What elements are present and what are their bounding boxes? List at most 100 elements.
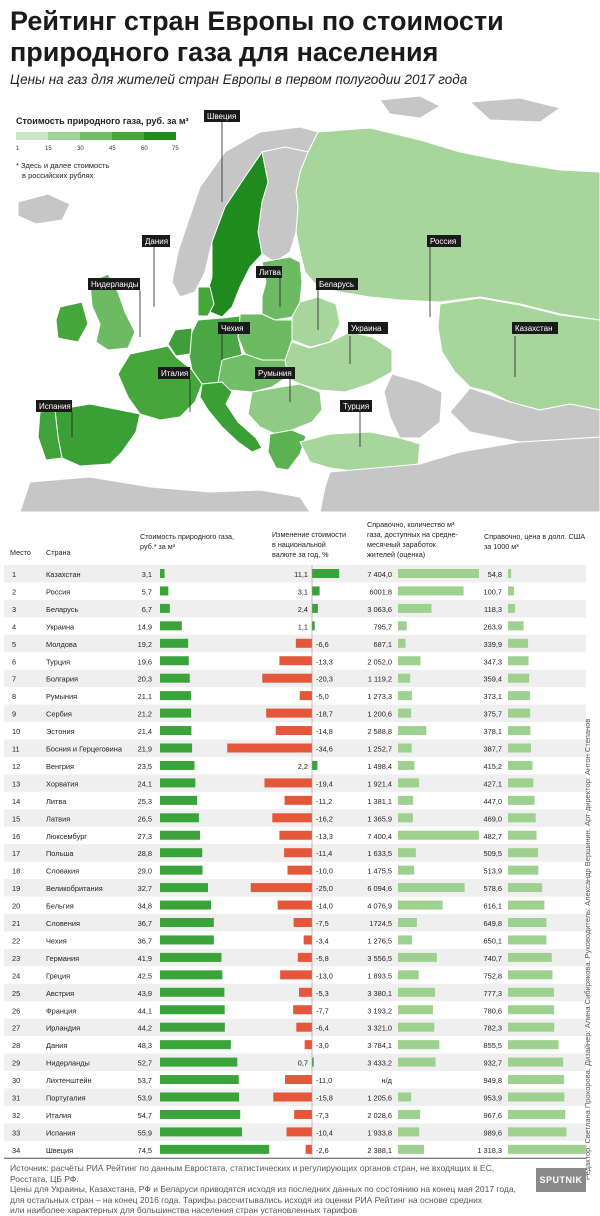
usd-label: 387,7	[484, 745, 503, 754]
volume-label: 1 119,2	[368, 675, 392, 684]
usd-bar	[508, 918, 547, 927]
row-country: Греция	[46, 971, 70, 980]
row-rank: 12	[12, 762, 20, 771]
usd-label: 989,6	[484, 1128, 503, 1137]
europe-map: Стоимость природного газа, руб. за м³ 1 …	[0, 92, 600, 512]
price-label: 14,9	[138, 622, 152, 631]
usd-label: 782,3	[484, 1024, 503, 1033]
legend-swatch-3	[80, 132, 112, 140]
map-label-sweden: Швеция	[207, 112, 236, 121]
header-change-3: валюте за год, %	[272, 550, 329, 559]
change-label: -25,0	[316, 884, 333, 893]
price-bar	[160, 1005, 225, 1015]
row-country: Великобритания	[46, 884, 103, 893]
map-label-kazakhstan: Казахстан	[515, 324, 553, 333]
subtitle: Цены на газ для жителей стран Европы в п…	[10, 72, 468, 87]
usd-label: 513,9	[484, 867, 503, 876]
change-label: 2,4	[298, 605, 308, 614]
map-label-denmark: Дания	[145, 237, 168, 246]
volume-label: 1 205,6	[367, 1094, 392, 1103]
legend-tick: 60	[141, 146, 148, 152]
volume-bar	[398, 603, 432, 613]
row-rank: 28	[12, 1041, 20, 1050]
change-label: 2,2	[298, 762, 308, 771]
map-label-ukraine: Украина	[351, 324, 382, 333]
volume-label: 3 784,1	[367, 1041, 392, 1050]
row-rank: 7	[12, 675, 16, 684]
change-bar	[262, 673, 312, 683]
country-sweden	[205, 150, 269, 318]
row-rank: 21	[12, 919, 20, 928]
row-country: Португалия	[46, 1094, 86, 1103]
price-bar	[160, 1075, 239, 1085]
map-label-romania: Румыния	[258, 369, 292, 378]
usd-label: 427,1	[484, 779, 503, 788]
legend-note-1: * Здесь и далее стоимость	[16, 161, 109, 170]
volume-bar	[398, 586, 464, 596]
price-bar	[160, 1092, 240, 1102]
volume-label: 1 365,9	[367, 814, 392, 823]
header-rank: Место	[10, 548, 31, 557]
label-box	[427, 235, 461, 247]
row-rank: 15	[12, 814, 20, 823]
volume-bar	[398, 1144, 425, 1154]
price-label: 44,1	[138, 1006, 152, 1015]
price-bar	[160, 1127, 242, 1137]
change-bar	[275, 726, 312, 736]
volume-bar	[398, 760, 415, 770]
price-label: 6,7	[142, 605, 152, 614]
row-rank: 22	[12, 936, 20, 945]
usd-bar	[508, 795, 535, 805]
price-bar	[160, 900, 212, 910]
volume-bar	[398, 918, 417, 927]
label-box	[88, 278, 140, 290]
usd-bar	[508, 900, 545, 910]
price-bar	[160, 586, 169, 596]
source-line: или наиболее характерных для большинства…	[10, 1205, 358, 1215]
usd-label: 347,3	[484, 657, 503, 666]
price-bar	[160, 865, 203, 875]
label-box	[36, 400, 72, 412]
usd-label: 616,1	[484, 902, 503, 911]
header-country: Страна	[46, 548, 70, 557]
label-box	[512, 322, 558, 334]
usd-bar	[508, 1092, 565, 1102]
page-title: Рейтинг стран Европы по стоимости природ…	[10, 6, 570, 68]
row-country: Испания	[46, 1128, 75, 1137]
volume-bar	[398, 743, 412, 753]
row-country: Австрия	[46, 989, 74, 998]
row-country: Франция	[46, 1006, 76, 1015]
volume-label: 2 052,0	[367, 657, 392, 666]
price-label: 36,7	[138, 936, 152, 945]
usd-bar	[508, 586, 514, 596]
volume-label: 6001,8	[369, 587, 392, 596]
header-usd-1: Справочно, цена в долл. США	[484, 532, 585, 541]
usd-label: 777,3	[484, 989, 503, 998]
change-label: -7,5	[316, 919, 329, 928]
change-bar	[312, 1057, 314, 1067]
row-country: Чехия	[46, 936, 67, 945]
usd-label: 482,7	[484, 832, 503, 841]
row-country: Сербия	[46, 710, 72, 719]
price-label: 42,5	[138, 971, 152, 980]
usd-label: 263,9	[484, 622, 503, 631]
row-rank: 31	[12, 1094, 20, 1103]
row-country: Болгария	[46, 675, 78, 684]
row-rank: 4	[12, 622, 16, 631]
usd-bar	[508, 865, 539, 875]
volume-label: 6 094,6	[367, 884, 392, 893]
header-volume-4: жителей (оценка)	[367, 550, 425, 559]
row-country: Нидерланды	[46, 1059, 90, 1068]
volume-bar	[398, 1109, 421, 1119]
row-country: Латвия	[46, 814, 70, 823]
price-label: 29,0	[138, 867, 152, 876]
label-box	[158, 367, 190, 379]
row-country: Румыния	[46, 692, 77, 701]
change-bar	[293, 918, 312, 927]
change-label: 1,1	[298, 622, 308, 631]
region-arctic-2	[468, 97, 562, 123]
usd-label: 967,6	[484, 1111, 503, 1120]
volume-label: 3 380,1	[367, 989, 392, 998]
volume-bar	[398, 1005, 433, 1015]
price-bar	[160, 691, 191, 701]
